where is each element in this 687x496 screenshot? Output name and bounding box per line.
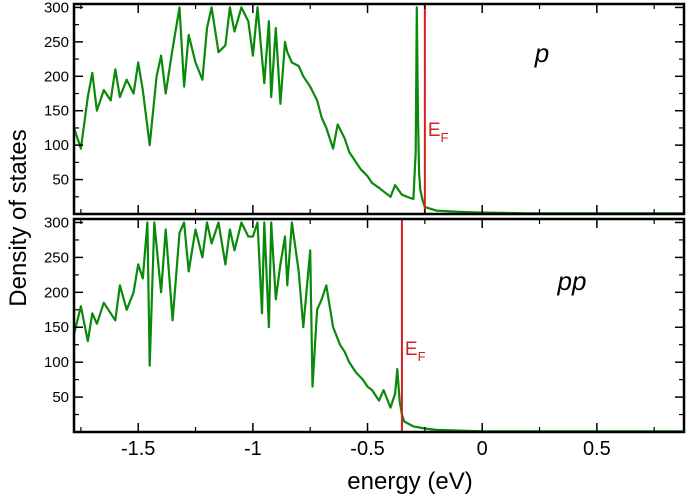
- fermi-level-label: EF: [428, 120, 449, 145]
- panel-label: p: [534, 38, 549, 68]
- y-axis-label: Density of states: [5, 129, 32, 306]
- x-tick-label: -1.5: [121, 438, 155, 460]
- y-tick-label: 200: [44, 68, 69, 85]
- y-tick-label: 100: [44, 354, 69, 371]
- fermi-level-subscript: F: [441, 130, 449, 145]
- panel-label: pp: [557, 266, 587, 296]
- panel-p: EF 50 100 150 200 250 300 p: [44, 0, 686, 216]
- y-tick-label: 50: [52, 389, 69, 406]
- fermi-level-subscript: F: [418, 349, 426, 364]
- x-tick-label: -1: [244, 438, 262, 460]
- y-tick-label: 100: [44, 137, 69, 154]
- dos-series-line: [74, 221, 684, 432]
- y-tick-label: 250: [44, 34, 69, 51]
- y-tick-label: 200: [44, 284, 69, 301]
- x-axis-label: energy (eV): [347, 468, 472, 495]
- y-tick-label: 150: [44, 103, 69, 120]
- y-tick-label: 250: [44, 249, 69, 266]
- y-tick-label: 300: [44, 214, 69, 231]
- x-tick-label: 0.5: [583, 438, 611, 460]
- panel-pp: EF 50 100 150 200 250 300 -1.5 -1 -0.5 0 0.5 pp: [44, 214, 686, 460]
- plot-frame: [72, 2, 686, 216]
- y-tick-label: 50: [52, 172, 69, 189]
- dos-series-line: [74, 6, 684, 214]
- x-tick-label: 0: [477, 438, 488, 460]
- fermi-level-label: EF: [405, 339, 426, 364]
- y-tick-label: 150: [44, 319, 69, 336]
- x-tick-label: -0.5: [350, 438, 384, 460]
- plot-frame: [72, 217, 686, 434]
- y-tick-label: 300: [44, 0, 69, 16]
